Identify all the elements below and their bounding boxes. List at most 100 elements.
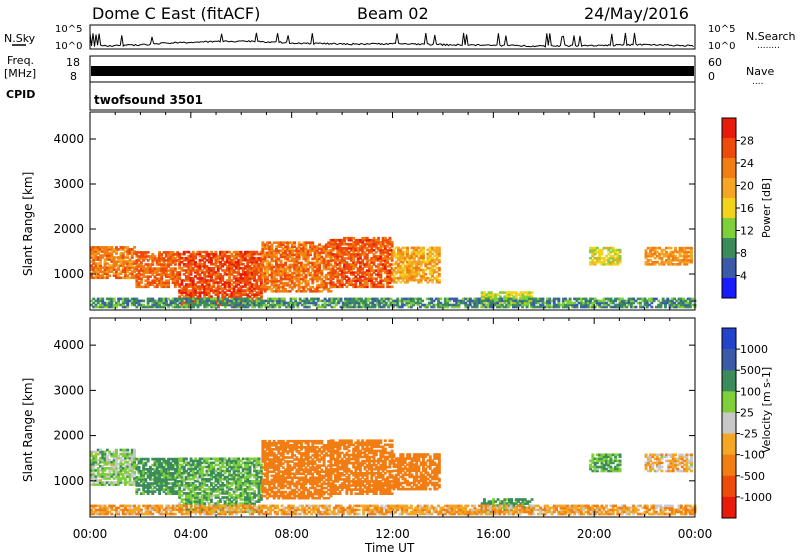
echo-cell [600, 305, 604, 309]
echo-cell [455, 305, 459, 309]
echo-cell [275, 283, 278, 287]
echo-cell [142, 488, 146, 491]
echo-cell [212, 303, 216, 307]
echo-cell [178, 502, 182, 505]
echo-cell [422, 254, 425, 258]
echo-cell [189, 289, 193, 292]
echo-cell [290, 285, 294, 289]
echo-cell [279, 271, 283, 275]
echo-cell [189, 256, 193, 260]
echo-cell [126, 268, 130, 271]
echo-cell [589, 260, 592, 264]
echo-cell [191, 484, 195, 487]
echo-cell [372, 249, 376, 252]
echo-cell [160, 281, 164, 284]
echo-cell [653, 246, 657, 250]
echo-cell [214, 275, 218, 278]
echo-cell [295, 290, 299, 293]
echo-cell [137, 263, 141, 266]
echo-cell [425, 297, 429, 301]
echo-cell [119, 473, 123, 476]
echo-cell [194, 492, 197, 495]
echo-cell [169, 261, 173, 264]
echo-cell [433, 270, 437, 274]
echo-cell [121, 260, 125, 263]
echo-cell [646, 254, 650, 258]
echo-cell [124, 268, 127, 271]
echo-cell [216, 291, 220, 294]
echo-cell [561, 303, 565, 307]
echo-cell [169, 463, 173, 467]
echo-cell [457, 299, 461, 303]
echo-cell [261, 257, 265, 261]
echo-cell [268, 247, 272, 250]
echo-cell [153, 277, 157, 280]
echo-cell [221, 277, 225, 280]
echo-cell [498, 291, 502, 294]
echo-cell [253, 283, 256, 286]
echo-cell [266, 279, 269, 283]
echo-cell [185, 285, 188, 288]
echo-cell [437, 268, 441, 272]
echo-cell [214, 496, 218, 499]
echo-cell [225, 250, 229, 254]
echo-cell [196, 477, 200, 481]
echo-cell [350, 297, 354, 301]
echo-cell [457, 303, 461, 307]
echo-cell [149, 474, 152, 477]
echo-cell [210, 289, 213, 292]
echo-cell [363, 271, 367, 274]
echo-cell [191, 496, 195, 499]
echo-cell [250, 293, 254, 296]
echo-cell [253, 303, 257, 307]
echo-cell [512, 297, 516, 300]
echo-cell [182, 279, 186, 282]
echo-cell [327, 253, 331, 257]
echo-cell [690, 256, 693, 260]
echo-cell [397, 248, 400, 252]
echo-cell [176, 472, 180, 475]
freq-tick-right-top: 60 [708, 56, 722, 69]
echo-cell [103, 475, 107, 478]
echo-cell [526, 295, 529, 298]
echo-cell [394, 272, 398, 276]
echo-cell [678, 246, 682, 250]
echo-cell [401, 256, 405, 260]
echo-cell [171, 279, 175, 282]
echo-cell [246, 293, 250, 296]
echo-cell [307, 305, 311, 309]
echo-cell [306, 269, 310, 273]
echo-cell [173, 275, 177, 278]
echo-cell [518, 303, 522, 307]
echo-cell [349, 247, 353, 250]
echo-cell [191, 488, 195, 491]
echo-cell [390, 240, 394, 244]
echo-cell [405, 299, 409, 303]
echo-cell [253, 271, 256, 274]
echo-cell [182, 457, 186, 461]
echo-cell [237, 289, 241, 292]
echo-cell [176, 279, 180, 282]
echo-cell [315, 257, 319, 261]
echo-cell [155, 482, 159, 485]
echo-cell [162, 251, 166, 254]
echo-cell [410, 272, 414, 276]
echo-cell [443, 297, 447, 301]
echo-cell [356, 259, 360, 262]
echo-cell [210, 481, 213, 485]
echo-cell [210, 271, 213, 274]
echo-cell [320, 281, 324, 285]
echo-cell [377, 242, 380, 246]
echo-cell [219, 277, 222, 280]
echo-cell [139, 267, 143, 270]
echo-cell [424, 260, 428, 264]
echo-cell [297, 253, 301, 257]
echo-cell [321, 305, 325, 309]
echo-cell [178, 283, 182, 286]
echo-cell [409, 301, 413, 305]
echo-cell [352, 255, 356, 258]
echo-cell [173, 267, 177, 270]
echo-cell [270, 247, 274, 250]
echo-cell [228, 258, 231, 262]
echo-cell [584, 299, 588, 303]
